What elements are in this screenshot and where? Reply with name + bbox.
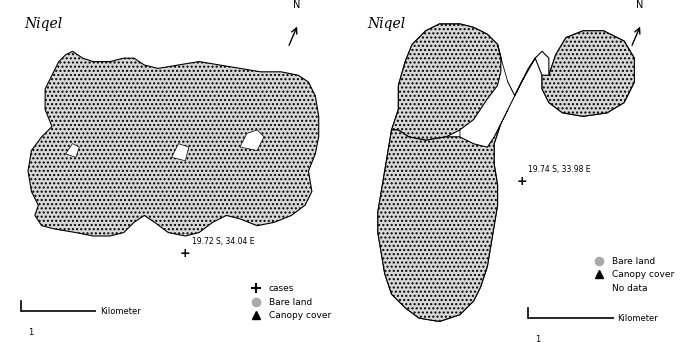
Polygon shape	[378, 109, 508, 321]
Polygon shape	[172, 144, 189, 161]
Polygon shape	[66, 144, 79, 157]
Text: Niqel: Niqel	[25, 17, 63, 31]
Polygon shape	[391, 24, 501, 140]
Text: Niqel: Niqel	[368, 17, 406, 31]
Legend: cases, Bare land, Canopy cover: cases, Bare land, Canopy cover	[247, 280, 335, 324]
Text: 19.72 S, 34.04 E: 19.72 S, 34.04 E	[193, 237, 255, 246]
Polygon shape	[542, 31, 634, 116]
Polygon shape	[28, 51, 318, 236]
Text: 19.74 S, 33.98 E: 19.74 S, 33.98 E	[528, 166, 591, 174]
Text: N: N	[636, 0, 643, 10]
Text: Kilometer: Kilometer	[100, 307, 141, 316]
Text: 1: 1	[536, 335, 540, 342]
Text: +: +	[516, 175, 527, 188]
Text: N: N	[293, 0, 300, 10]
Polygon shape	[460, 44, 514, 147]
Polygon shape	[240, 130, 264, 150]
Legend: Bare land, Canopy cover, No data: Bare land, Canopy cover, No data	[590, 253, 678, 297]
Text: 1: 1	[28, 328, 34, 337]
Text: Kilometer: Kilometer	[617, 314, 658, 323]
Text: +: +	[180, 247, 190, 260]
